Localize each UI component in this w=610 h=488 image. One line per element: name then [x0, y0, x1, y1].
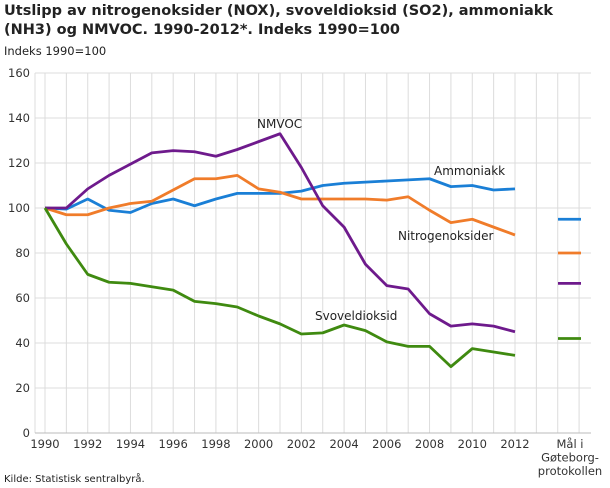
series-line-svoveldioksid — [43, 207, 516, 369]
target-column-label: Mål i Gøteborg-protokollen — [538, 437, 602, 478]
x-tick-label: 2000 — [244, 437, 273, 451]
y-tick-label: 80 — [15, 246, 30, 260]
x-tick-label: 1994 — [116, 437, 145, 451]
series-label: Ammoniakk — [434, 164, 505, 178]
series-label: Svoveldioksid — [315, 309, 397, 323]
chart-title: Utslipp av nitrogenoksider (NOX), svovel… — [4, 3, 554, 38]
x-tick-label: 1992 — [73, 437, 102, 451]
y-tick-label: 40 — [15, 336, 30, 350]
x-tick-label: 2008 — [415, 437, 444, 451]
x-tick-label: 2006 — [372, 437, 401, 451]
x-tick-label: 1998 — [201, 437, 230, 451]
y-tick-label: 160 — [8, 66, 30, 80]
x-tick-label: 1996 — [159, 437, 188, 451]
y-tick-label: 20 — [15, 381, 30, 395]
series-line-nitrogenoksider — [44, 173, 516, 237]
y-tick-label: 120 — [8, 156, 30, 170]
series-label: NMVOC — [257, 117, 302, 131]
x-tick-label: 2004 — [329, 437, 358, 451]
x-tick-label: 2010 — [458, 437, 487, 451]
series-line-nmvoc — [45, 132, 516, 334]
series-label: Nitrogenoksider — [398, 229, 494, 243]
x-tick-label: 2012 — [500, 437, 529, 451]
source-note: Kilde: Statistisk sentralbyrå. — [4, 474, 145, 485]
y-tick-label: 0 — [23, 426, 30, 440]
x-tick-label: 1990 — [30, 437, 59, 451]
x-tick-label: 2002 — [287, 437, 316, 451]
y-tick-label: 60 — [15, 291, 30, 305]
y-tick-label: 140 — [8, 111, 30, 125]
y-axis-label: Indeks 1990=100 — [4, 44, 107, 58]
y-tick-label: 100 — [8, 201, 30, 215]
